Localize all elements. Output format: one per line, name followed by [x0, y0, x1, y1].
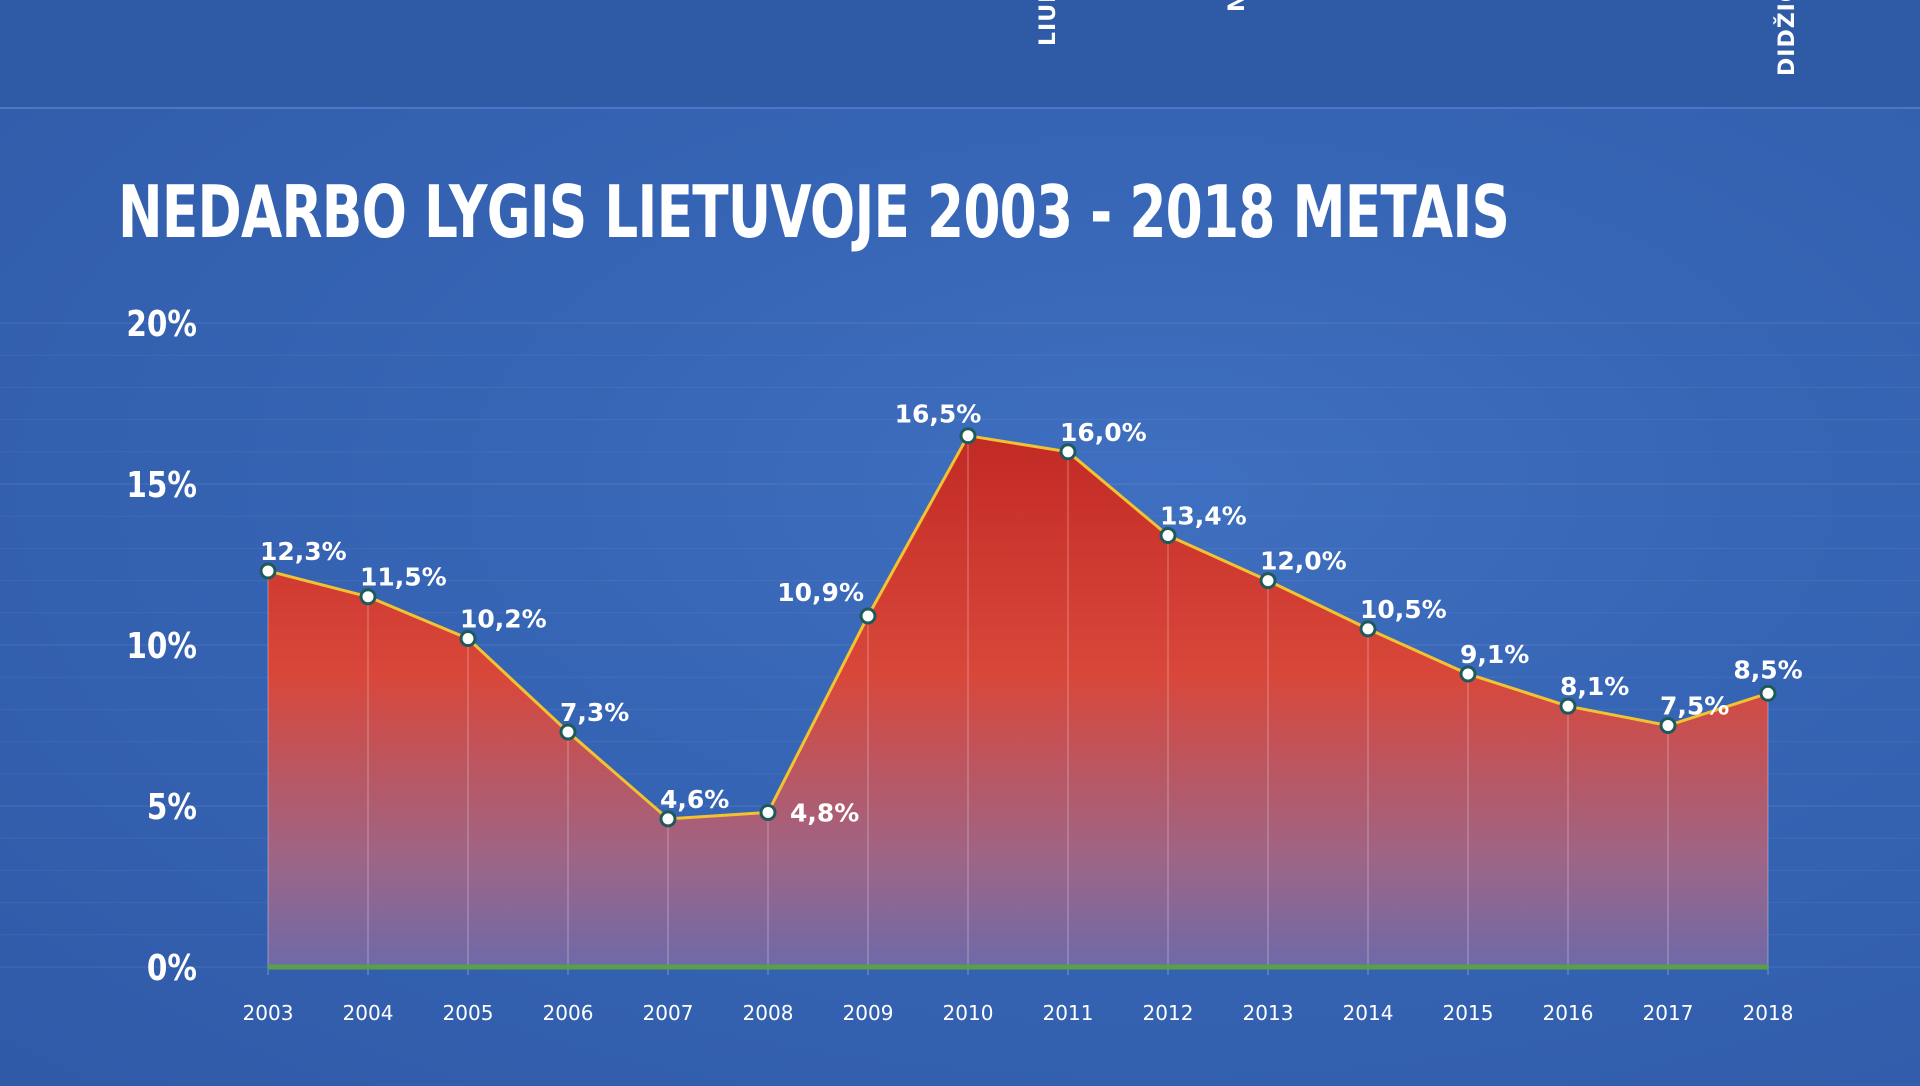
data-label: 8,5%: [1733, 655, 1802, 684]
x-tick-label: 2004: [343, 1001, 394, 1025]
x-tick-label: 2017: [1643, 1001, 1694, 1025]
data-point: [359, 588, 377, 606]
data-point: [459, 630, 477, 648]
data-label-layer: 12,3% 11,5% 10,2% 7,3% 4,6% 4,8% 10,9% 16,5% 16,…: [260, 400, 1803, 828]
data-label: 10,9%: [777, 578, 864, 607]
data-point: [759, 803, 777, 821]
x-tick-label: 2010: [943, 1001, 994, 1025]
axis-layer: 0% 5% 10% 15% 20% 2003 2004 2005 2006 2007 2008 200…: [126, 302, 1793, 1025]
data-point: [1559, 697, 1577, 715]
area-layer: [267, 434, 1769, 975]
data-label: 12,3%: [260, 537, 347, 566]
data-label: 11,5%: [360, 563, 447, 592]
top-band: LIUI N DIDŽIO: [0, 0, 1920, 109]
data-label: 10,2%: [460, 605, 547, 634]
data-point: [1259, 572, 1277, 590]
data-point: [1059, 443, 1077, 461]
data-point: [659, 810, 677, 828]
data-label: 4,6%: [660, 785, 729, 814]
chart-title: NEDARBO LYGIS LIETUVOJE 2003 - 2018 META…: [118, 170, 1510, 254]
data-label: 9,1%: [1460, 640, 1529, 669]
data-label: 12,0%: [1260, 547, 1347, 576]
data-point: [1659, 717, 1677, 734]
data-point: [1359, 620, 1377, 638]
x-tick-label: 2013: [1243, 1001, 1294, 1025]
data-point: [1459, 665, 1477, 683]
x-tick-label: 2014: [1343, 1001, 1394, 1025]
x-tick-label: 2011: [1043, 1001, 1094, 1025]
y-tick-label: 10%: [126, 624, 197, 667]
data-label: 4,8%: [790, 798, 859, 827]
y-tick-label: 15%: [126, 463, 197, 506]
series-area: [268, 435, 1768, 967]
x-tick-label: 2016: [1543, 1001, 1594, 1025]
point-layer: [259, 427, 1777, 828]
y-tick-label: 20%: [126, 302, 197, 345]
data-label: 7,3%: [560, 698, 629, 727]
x-tick-label: 2006: [543, 1001, 594, 1025]
x-tick-label: 2015: [1443, 1001, 1494, 1025]
data-label: 10,5%: [1360, 595, 1447, 624]
data-point: [1159, 527, 1177, 545]
data-point: [259, 562, 277, 580]
x-tick-label: 2003: [243, 1001, 294, 1025]
x-tick-label: 2018: [1743, 1001, 1794, 1025]
data-point: [1759, 684, 1777, 702]
data-label: 7,5%: [1660, 692, 1729, 721]
series-line: [267, 434, 1769, 821]
y-tick-label: 0%: [147, 946, 197, 989]
x-tick-label: 2009: [843, 1001, 894, 1025]
data-label: 16,5%: [895, 400, 982, 429]
x-tick-label: 2005: [443, 1001, 494, 1025]
data-label: 8,1%: [1560, 672, 1629, 701]
data-point: [959, 427, 977, 445]
x-tick-label: 2008: [743, 1001, 794, 1025]
x-tick-label: 2007: [643, 1001, 694, 1025]
data-label: 13,4%: [1160, 502, 1247, 531]
data-point: [559, 723, 577, 741]
y-tick-label: 5%: [147, 785, 197, 828]
data-point: [859, 607, 877, 625]
x-tick-label: 2012: [1143, 1001, 1194, 1025]
data-label: 16,0%: [1060, 418, 1147, 447]
